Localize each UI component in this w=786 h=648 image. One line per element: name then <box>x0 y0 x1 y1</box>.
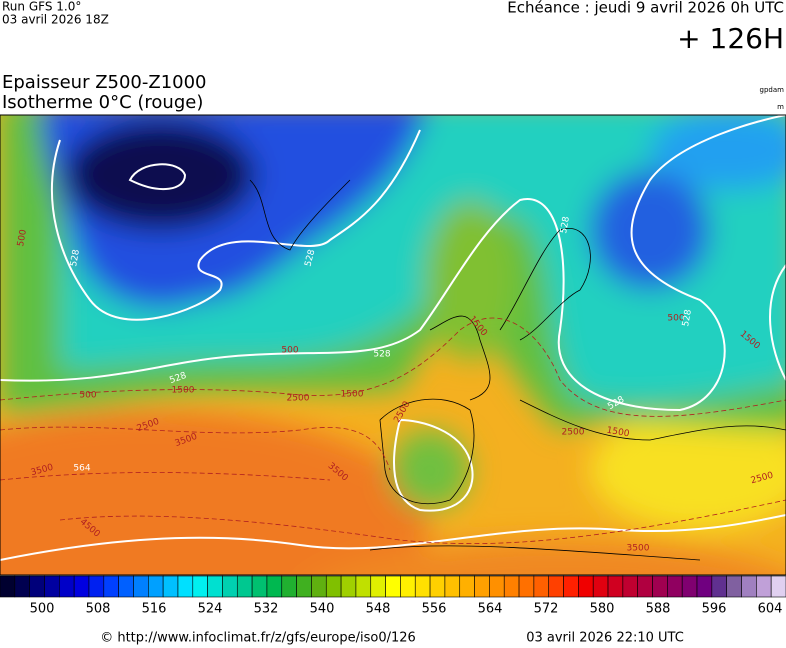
colorbar-swatch <box>207 575 223 598</box>
colorbar-swatch <box>400 575 416 598</box>
colorbar-swatch <box>503 575 520 598</box>
run-date: 03 avril 2026 18Z <box>2 13 109 27</box>
colorbar-swatch <box>177 575 194 598</box>
colorbar-tick-label: 588 <box>646 602 671 617</box>
colorbar-swatch <box>59 575 75 598</box>
contour-label: 1500 <box>172 386 195 396</box>
colorbar-swatch <box>162 575 179 598</box>
colorbar-swatch <box>251 575 268 598</box>
contour-label: 500 <box>79 391 96 401</box>
colorbar-tick-label: 596 <box>702 602 727 617</box>
colorbar-swatch <box>192 575 208 598</box>
colorbar-swatch <box>281 575 297 598</box>
colorbar-swatch <box>296 575 312 598</box>
colorbar-swatch <box>533 575 550 598</box>
colorbar-tick-label: 516 <box>142 602 167 617</box>
colorbar-swatch <box>711 575 727 598</box>
colorbar-swatch <box>474 575 490 598</box>
colorbar-swatch <box>414 575 431 598</box>
colorbar-tick-label: 508 <box>86 602 111 617</box>
colorbar-swatch <box>222 575 238 598</box>
contour-label: 3500 <box>627 544 650 554</box>
contour-label: 564 <box>73 464 90 474</box>
colorbar-swatch <box>548 575 564 598</box>
generated-time: 03 avril 2026 22:10 UTC <box>526 631 684 646</box>
contour-label: 528 <box>373 350 390 360</box>
colorbar-swatch <box>622 575 638 598</box>
colorbar-swatch <box>578 575 594 598</box>
colorbar-swatch <box>88 575 105 598</box>
colorbar-swatch <box>726 575 742 598</box>
colorbar-swatch <box>355 575 372 598</box>
unit-label: m <box>777 103 784 111</box>
colorbar-swatch <box>266 575 283 598</box>
colorbar-swatch <box>340 575 357 598</box>
source-link[interactable]: © http://www.infoclimat.fr/z/gfs/europe/… <box>100 631 416 646</box>
colorbar-swatch <box>103 575 119 598</box>
contour-label: 2500 <box>562 428 585 438</box>
colorbar-swatch <box>44 575 60 598</box>
contour-label: 528 <box>69 248 82 267</box>
unit-label: gpdam <box>760 86 785 94</box>
contour-label: 528 <box>681 308 694 327</box>
colorbar-swatch <box>756 575 772 598</box>
colorbar-swatch <box>73 575 90 598</box>
colorbar-swatch <box>563 575 579 598</box>
colorbar-swatch <box>14 575 30 598</box>
colorbar-tick-label: 532 <box>254 602 279 617</box>
contour-label: 528 <box>559 215 572 234</box>
colorbar-swatch <box>429 575 446 598</box>
lead-time: + 126H <box>677 22 784 55</box>
colorbar-swatch <box>489 575 505 598</box>
colorbar-tick-label: 564 <box>478 602 503 617</box>
colorbar-swatch <box>741 575 757 598</box>
contour-label: 500 <box>667 314 684 324</box>
colorbar-swatch <box>0 575 16 598</box>
colorbar-swatch <box>311 575 327 598</box>
map-title: Epaisseur Z500-Z1000 <box>2 72 207 93</box>
contour-label: 500 <box>281 346 298 356</box>
colorbar-tick-label: 572 <box>534 602 559 617</box>
colorbar-swatch <box>607 575 624 598</box>
colorbar-swatch <box>667 575 683 598</box>
colorbar-swatch <box>592 575 609 598</box>
colorbar: 500 508 516 524 532 540 548 556 564 572 580 588 596 6… <box>0 575 786 617</box>
contour-label: 500 <box>16 228 29 247</box>
colorbar-tick-label: 548 <box>366 602 391 617</box>
colorbar-swatch <box>236 575 253 598</box>
colorbar-tick-label: 540 <box>310 602 335 617</box>
colorbar-tick-label: 524 <box>198 602 223 617</box>
colorbar-swatch <box>459 575 475 598</box>
colorbar-swatch <box>133 575 149 598</box>
colorbar-swatch <box>681 575 698 598</box>
colorbar-swatch <box>637 575 653 598</box>
contour-label: 1500 <box>606 426 631 440</box>
colorbar-swatch <box>370 575 386 598</box>
colorbar-tick-label: 500 <box>30 602 55 617</box>
colorbar-swatch <box>652 575 668 598</box>
colorbar-swatch <box>325 575 342 598</box>
colorbar-tick-label: 580 <box>590 602 615 617</box>
run-label: Run GFS 1.0° <box>2 0 81 14</box>
colorbar-swatch <box>770 575 786 598</box>
map-subtitle: Isotherme 0°C (rouge) <box>2 92 203 113</box>
contour-label: 2500 <box>287 394 310 404</box>
colorbar-swatch <box>148 575 164 598</box>
forecast-time: Echéance : jeudi 9 avril 2026 0h UTC <box>507 0 784 17</box>
colorbar-swatch <box>118 575 134 598</box>
colorbar-swatch <box>385 575 401 598</box>
colorbar-tick-label: 604 <box>758 602 783 617</box>
contour-label: 528 <box>303 248 317 267</box>
colorbar-tick-label: 556 <box>422 602 447 617</box>
colorbar-swatch <box>696 575 713 598</box>
colorbar-swatch <box>29 575 45 598</box>
colorbar-swatch <box>444 575 461 598</box>
contour-label: 1500 <box>341 390 364 400</box>
colorbar-swatch <box>518 575 535 598</box>
